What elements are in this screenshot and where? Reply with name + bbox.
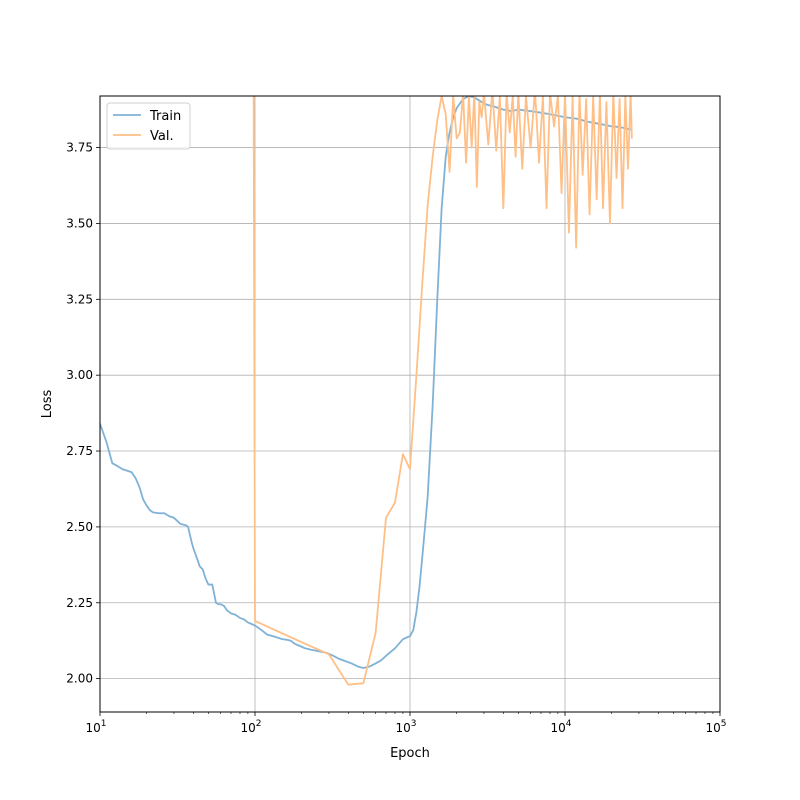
y-tick-label: 3.25 (66, 292, 93, 306)
legend: Train Val. (106, 102, 191, 150)
y-tick-label: 2.50 (66, 520, 93, 534)
legend-label: Val. (150, 129, 174, 144)
series-line-val (252, 96, 633, 686)
x-tick-label: 101 (85, 719, 106, 735)
y-axis-label: Loss (40, 390, 55, 419)
y-tick-label: 2.75 (66, 444, 93, 458)
x-axis: 101 102 103 104 105 (85, 712, 727, 735)
x-tick-label: 104 (550, 719, 571, 735)
legend-label: Train (149, 109, 181, 124)
y-tick-label: 2.25 (66, 596, 93, 610)
y-tick-label: 3.75 (66, 141, 93, 155)
y-axis: 2.00 2.25 2.50 2.75 3.00 3.25 3.50 3.75 (66, 141, 100, 686)
x-tick-label: 105 (705, 719, 726, 735)
y-tick-label: 3.50 (66, 216, 93, 230)
series-group (100, 96, 633, 686)
x-tick-label: 102 (240, 719, 261, 735)
x-tick-label: 103 (395, 719, 416, 735)
x-axis-label: Epoch (390, 746, 430, 761)
y-tick-label: 2.00 (66, 672, 93, 686)
y-tick-label: 3.00 (66, 368, 93, 382)
